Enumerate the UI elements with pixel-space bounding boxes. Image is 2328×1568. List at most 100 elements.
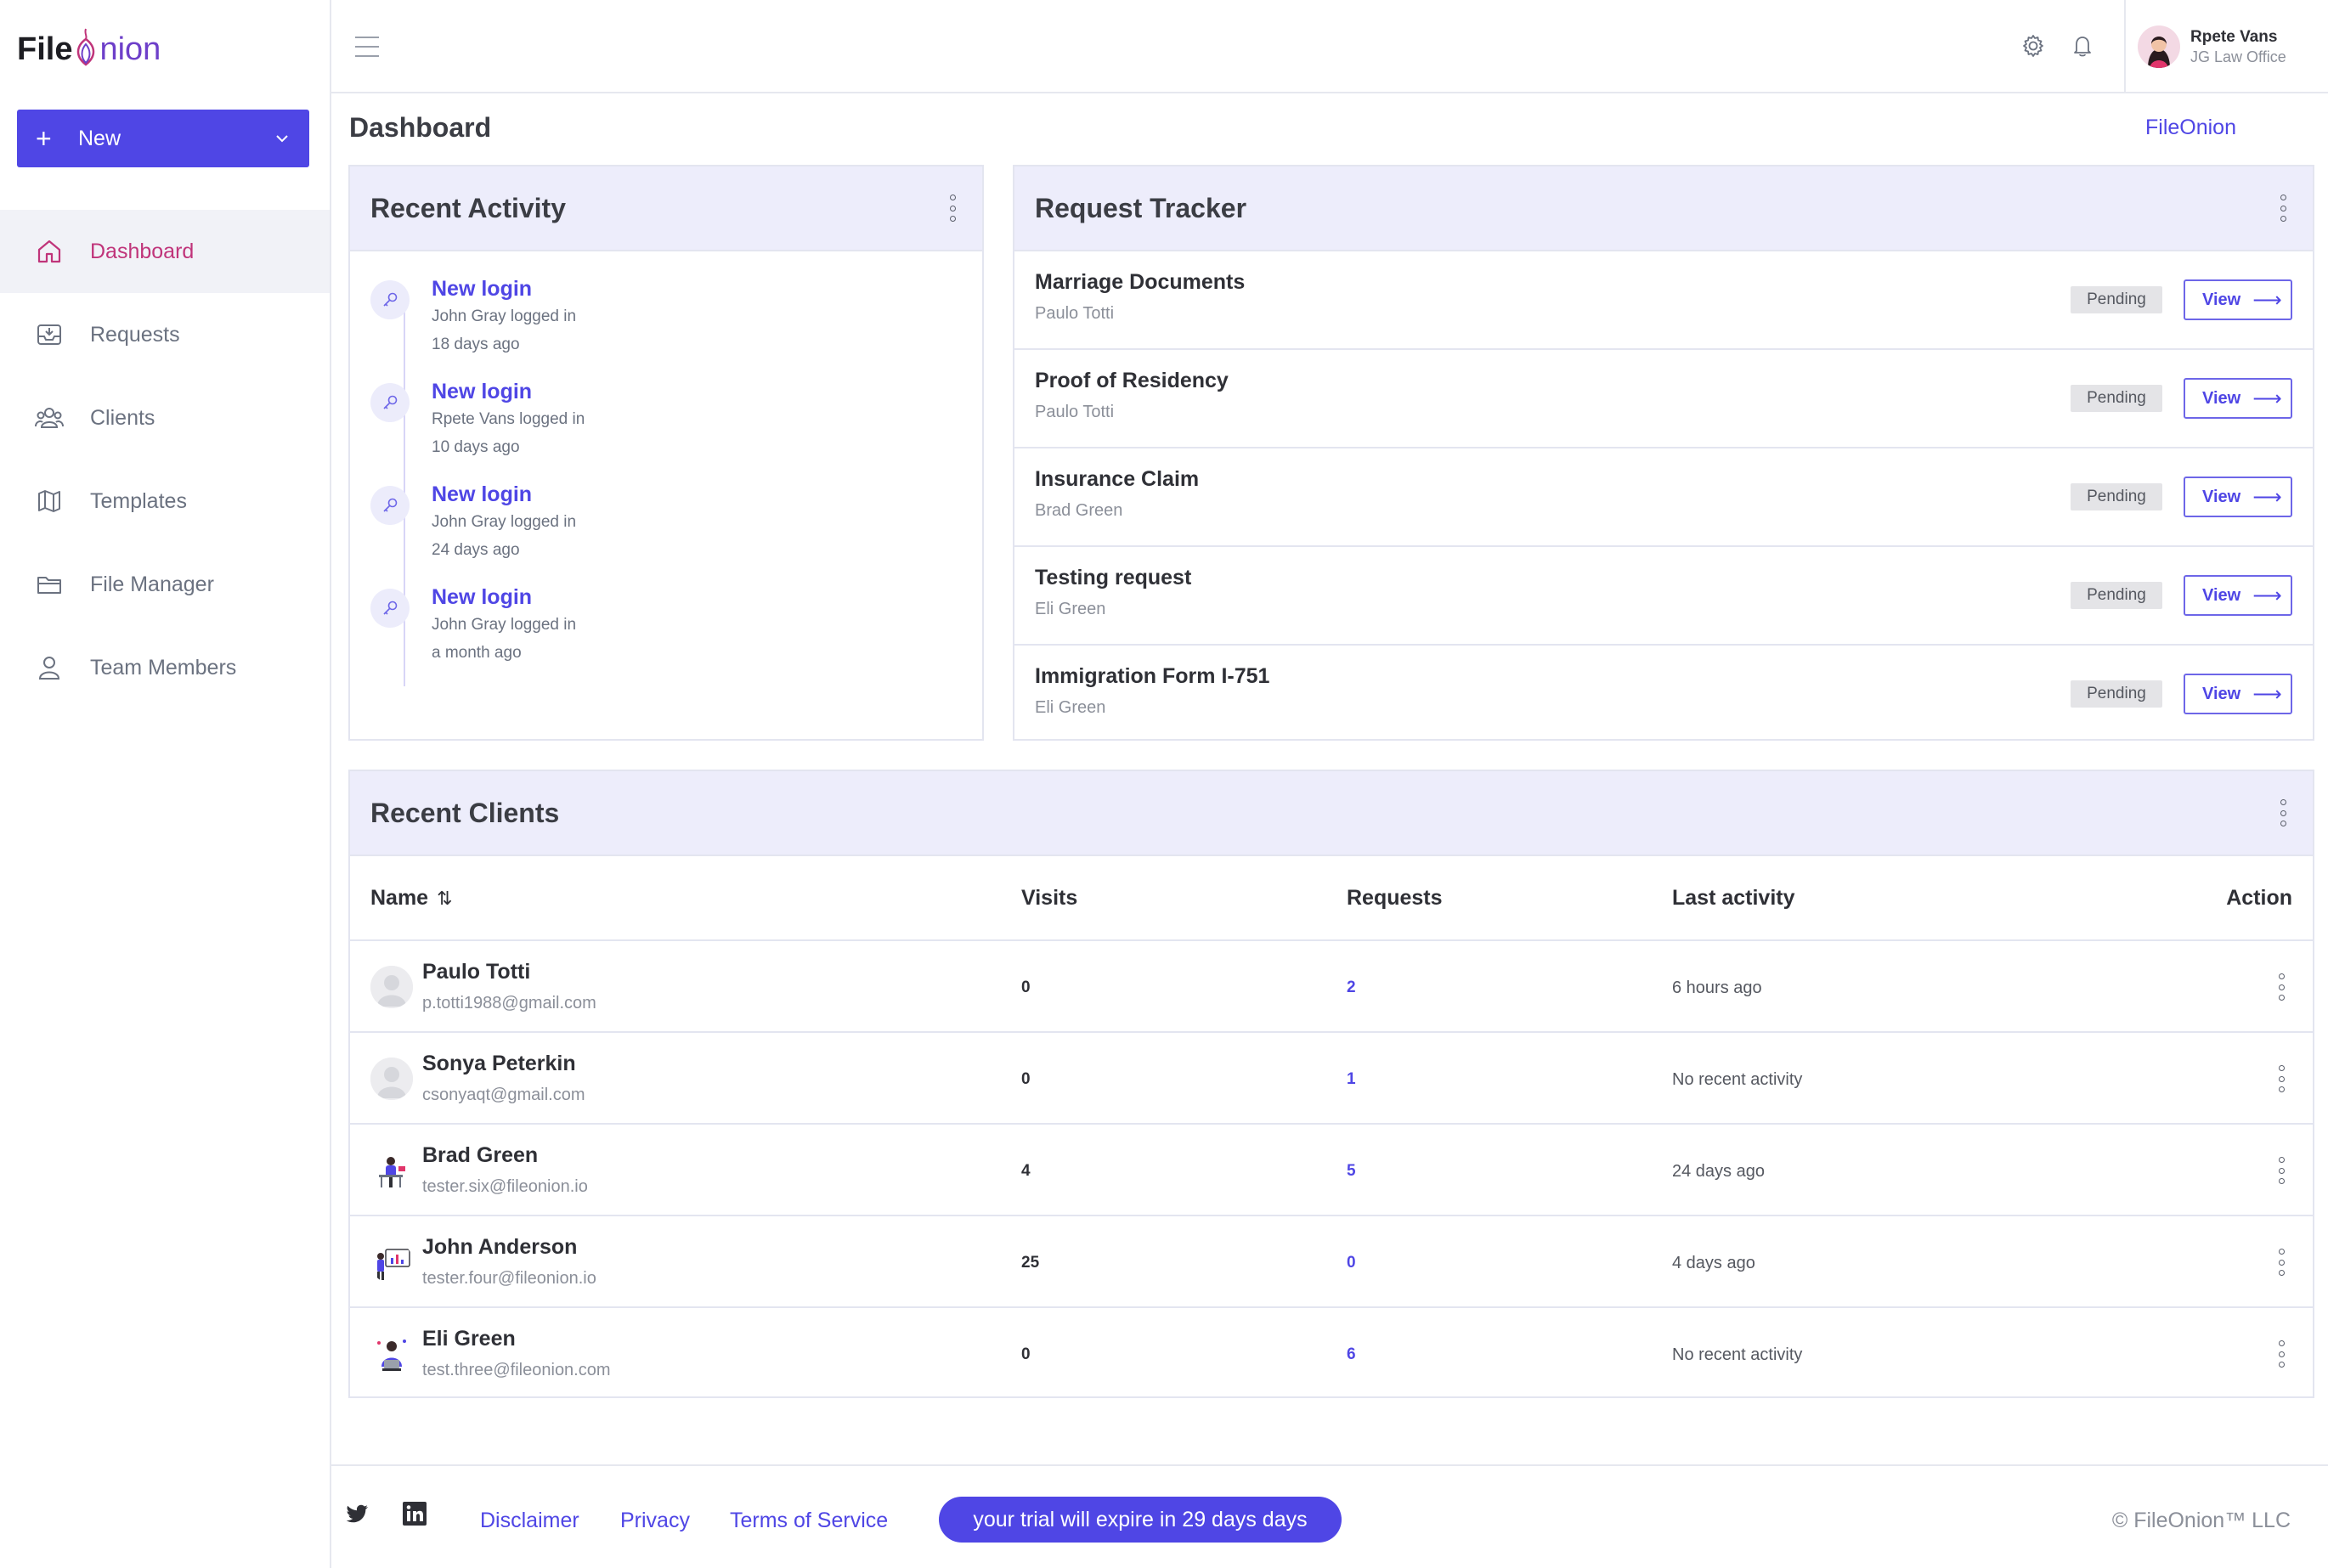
client-name[interactable]: Eli Green: [422, 1327, 516, 1351]
requests-count[interactable]: 5: [1347, 1162, 1356, 1180]
view-button[interactable]: View ⟶: [2184, 674, 2292, 714]
sidebar-item-team-members[interactable]: Team Members: [0, 626, 330, 709]
visits-count: 0: [1021, 1070, 1031, 1088]
view-button[interactable]: View ⟶: [2184, 575, 2292, 616]
card-title: Recent Clients: [370, 797, 560, 828]
view-button[interactable]: View ⟶: [2184, 477, 2292, 517]
activity-title[interactable]: New login: [432, 482, 533, 506]
request-row: Marriage Documents Paulo Totti Pending V…: [1014, 251, 2313, 350]
avatar: [2138, 25, 2180, 68]
last-activity: No recent activity: [1672, 1070, 1803, 1089]
arrow-right-icon: ⟶: [2252, 682, 2282, 706]
new-button[interactable]: + New: [17, 110, 309, 167]
terms-of-service-link[interactable]: Terms of Service: [730, 1509, 889, 1532]
activity-time: 24 days ago: [432, 541, 520, 559]
row-actions-icon[interactable]: [2277, 973, 2286, 1001]
activity-detail: John Gray logged in: [432, 307, 577, 325]
activity-time: a month ago: [432, 644, 522, 662]
row-actions-icon[interactable]: [2277, 1340, 2286, 1368]
client-name[interactable]: Paulo Totti: [422, 960, 531, 984]
requests-count[interactable]: 0: [1347, 1254, 1356, 1272]
table-row: Paulo Totti p.totti1988@gmail.com 0 2 6 …: [350, 941, 2313, 1033]
linkedin-icon[interactable]: [401, 1500, 430, 1529]
activity-title[interactable]: New login: [432, 277, 533, 301]
trial-banner: your trial will expire in 29 days days: [939, 1497, 1342, 1543]
activity-item: New login John Gray logged in a month ag…: [370, 584, 982, 686]
row-actions-icon[interactable]: [2277, 1065, 2286, 1092]
recent-clients-card: Recent Clients Name ⇅ Visits Requests Las…: [348, 770, 2314, 1398]
menu-icon[interactable]: [353, 34, 381, 59]
onion-logo-icon: [73, 27, 99, 71]
client-email: p.totti1988@gmail.com: [422, 994, 596, 1012]
more-options-icon[interactable]: [2279, 195, 2287, 222]
row-actions-icon[interactable]: [2277, 1157, 2286, 1184]
activity-detail: Rpete Vans logged in: [432, 410, 585, 428]
requests-count[interactable]: 2: [1347, 979, 1356, 996]
fileonion-logo[interactable]: File nion: [17, 24, 161, 75]
client-email: tester.six@fileonion.io: [422, 1177, 588, 1196]
request-client: Paulo Totti: [1035, 403, 1115, 421]
key-icon: [370, 486, 410, 525]
request-tracker-card: Request Tracker Marriage Documents Paulo…: [1013, 165, 2314, 741]
request-client: Paulo Totti: [1035, 304, 1115, 323]
column-name[interactable]: Name ⇅: [370, 886, 453, 910]
table-header: Name ⇅ Visits Requests Last activity Acti…: [350, 856, 2313, 941]
activity-list: New login John Gray logged in 18 days ag…: [350, 251, 982, 686]
user-org: JG Law Office: [2190, 48, 2286, 65]
user-name: Rpete Vans: [2190, 27, 2278, 46]
arrow-right-icon: ⟶: [2252, 485, 2282, 509]
client-email: csonyaqt@gmail.com: [422, 1086, 585, 1104]
disclaimer-link[interactable]: Disclaimer: [480, 1509, 579, 1532]
arrow-right-icon: ⟶: [2252, 288, 2282, 312]
request-client: Brad Green: [1035, 501, 1123, 520]
last-activity: No recent activity: [1672, 1345, 1803, 1364]
requests-count[interactable]: 6: [1347, 1345, 1356, 1363]
column-last-activity: Last activity: [1672, 886, 1795, 910]
visits-count: 4: [1021, 1162, 1031, 1180]
fileonion-link[interactable]: FileOnion: [2145, 116, 2236, 139]
sidebar-item-file-manager[interactable]: File Manager: [0, 543, 330, 626]
card-header: Request Tracker: [1014, 166, 2313, 251]
twitter-icon[interactable]: [343, 1500, 372, 1529]
request-title: Proof of Residency: [1035, 369, 1229, 392]
more-options-icon[interactable]: [2279, 799, 2287, 826]
request-title: Immigration Form I-751: [1035, 664, 1270, 688]
map-icon: [32, 484, 66, 518]
card-title: Recent Activity: [370, 192, 566, 223]
sidebar: File nion + New Dashboard Request: [0, 0, 331, 1568]
visits-count: 0: [1021, 1345, 1031, 1363]
gear-icon[interactable]: [2018, 31, 2048, 61]
activity-detail: John Gray logged in: [432, 616, 577, 634]
view-button[interactable]: View ⟶: [2184, 279, 2292, 320]
top-bar: Rpete Vans JG Law Office: [331, 0, 2328, 93]
sidebar-item-clients[interactable]: Clients: [0, 376, 330, 460]
home-icon: [32, 234, 66, 268]
view-button[interactable]: View ⟶: [2184, 378, 2292, 419]
inbox-icon: [32, 318, 66, 352]
column-requests: Requests: [1347, 886, 1443, 910]
more-options-icon[interactable]: [948, 195, 957, 222]
sidebar-item-dashboard[interactable]: Dashboard: [0, 210, 330, 293]
activity-item: New login Rpete Vans logged in 10 days a…: [370, 378, 982, 481]
client-name[interactable]: Sonya Peterkin: [422, 1052, 576, 1075]
status-badge: Pending: [2071, 385, 2162, 412]
row-actions-icon[interactable]: [2277, 1249, 2286, 1276]
requests-count[interactable]: 1: [1347, 1070, 1356, 1088]
bell-icon[interactable]: [2067, 31, 2098, 61]
client-email: test.three@fileonion.com: [422, 1361, 611, 1379]
user-info: Rpete Vans JG Law Office: [2190, 28, 2286, 66]
client-name[interactable]: Brad Green: [422, 1143, 539, 1167]
key-icon: [370, 589, 410, 628]
chevron-down-icon: [274, 128, 291, 153]
client-name[interactable]: John Anderson: [422, 1235, 578, 1259]
sidebar-item-label: Dashboard: [90, 239, 195, 263]
table-row: Sonya Peterkin csonyaqt@gmail.com 0 1 No…: [350, 1033, 2313, 1125]
activity-title[interactable]: New login: [432, 380, 533, 403]
activity-title[interactable]: New login: [432, 585, 533, 609]
privacy-link[interactable]: Privacy: [620, 1509, 690, 1532]
sidebar-item-requests[interactable]: Requests: [0, 293, 330, 376]
sort-icon[interactable]: ⇅: [437, 888, 453, 909]
sidebar-item-templates[interactable]: Templates: [0, 460, 330, 543]
request-list: Marriage Documents Paulo Totti Pending V…: [1014, 251, 2313, 744]
user-menu[interactable]: Rpete Vans JG Law Office: [2124, 0, 2328, 93]
